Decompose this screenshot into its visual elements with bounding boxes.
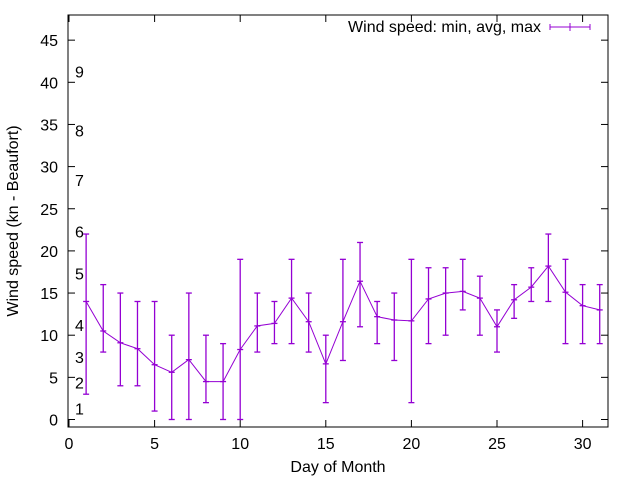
beaufort-label: 3 [75,350,84,367]
y-tick-label: 40 [40,75,58,92]
x-tick-label: 10 [231,436,249,453]
plot-frame [67,14,609,428]
y-tick-label: 10 [40,328,58,345]
x-tick-label: 30 [574,436,592,453]
x-tick-label: 0 [65,436,74,453]
x-tick-label: 20 [403,436,421,453]
y-tick-label: 20 [40,244,58,261]
y-tick-label: 45 [40,33,58,50]
x-tick-label: 25 [488,436,506,453]
y-tick-label: 25 [40,202,58,219]
legend: Wind speed: min, avg, max [348,19,591,36]
beaufort-label: 4 [75,318,84,335]
y-tick-label: 5 [49,370,58,387]
beaufort-label: 6 [75,225,84,242]
beaufort-label: 2 [75,375,84,392]
x-tick-label: 15 [317,436,335,453]
x-axis-label: Day of Month [290,459,385,476]
y-tick-label: 15 [40,286,58,303]
beaufort-annotations: 1 2 3 4 5 6 7 8 9 [75,64,84,418]
y-tick-label: 30 [40,160,58,177]
y-axis-label: Wind speed (kn - Beaufort) [5,125,22,316]
y-tick-label: 0 [49,413,58,430]
x-tick-label: 5 [150,436,159,453]
beaufort-label: 7 [75,173,84,190]
beaufort-label: 8 [75,123,84,140]
beaufort-label: 9 [75,64,84,81]
series [83,233,603,421]
y-tick-label: 35 [40,117,58,134]
legend-label: Wind speed: min, avg, max [348,19,541,36]
beaufort-label: 5 [75,267,84,284]
beaufort-label: 1 [75,402,84,419]
